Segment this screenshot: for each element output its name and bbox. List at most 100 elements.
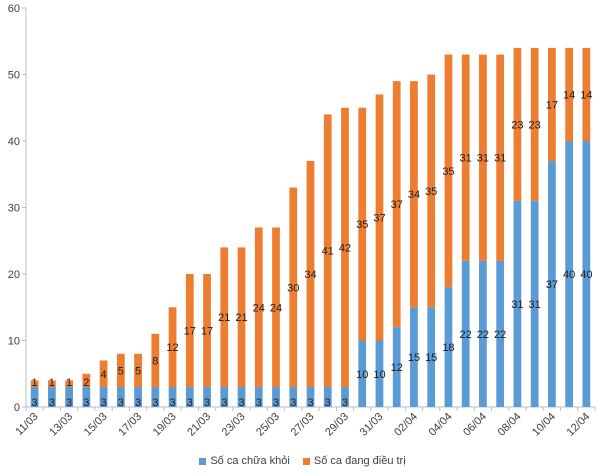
bar-treating (82, 373, 91, 388)
x-tick-label: 04/04 (427, 411, 455, 439)
bar-recovered (548, 160, 556, 407)
legend-item-recovered: Số ca chữa khỏi (199, 455, 290, 467)
data-label-treating: 17 (184, 326, 196, 338)
data-label-treating: 21 (235, 312, 247, 324)
data-label-recovered: 3 (273, 397, 279, 409)
x-tick-label: 12/04 (565, 411, 593, 439)
bar-recovered (289, 387, 298, 407)
bar-treating (479, 54, 487, 261)
data-label-recovered: 40 (563, 269, 575, 281)
data-label-recovered: 22 (460, 329, 472, 341)
bar-recovered (427, 307, 436, 407)
bar-recovered (582, 141, 591, 407)
bar-treating (513, 47, 522, 201)
bar-recovered (168, 387, 177, 407)
bar-treating (306, 160, 315, 388)
bar-recovered (479, 260, 487, 407)
data-label-recovered: 37 (546, 279, 558, 291)
x-tick-label: 19/03 (151, 411, 179, 439)
bar-treating (392, 81, 401, 328)
legend: Số ca chữa khỏi Số ca đang điều trị (0, 455, 605, 468)
data-label-recovered: 12 (391, 362, 403, 374)
bar-treating (375, 94, 384, 341)
x-tick-label: 25/03 (254, 411, 282, 439)
bar-treating (30, 380, 39, 388)
bar-recovered (461, 260, 470, 407)
bar-treating (444, 54, 453, 288)
bar-recovered (220, 387, 229, 407)
data-label-recovered: 3 (169, 397, 175, 409)
data-label-recovered: 3 (204, 397, 210, 409)
data-label-treating: 35 (356, 219, 368, 231)
x-tick-label: 02/04 (392, 411, 420, 439)
data-label-treating: 17 (546, 99, 558, 111)
data-label-recovered: 15 (425, 352, 437, 364)
x-tick-label: 06/04 (461, 411, 489, 439)
data-label-treating: 14 (563, 89, 575, 101)
bar-treating (237, 247, 246, 388)
x-tick-label: 17/03 (116, 411, 144, 439)
bar-recovered (185, 387, 194, 407)
bar-treating (151, 333, 160, 388)
bar-recovered (254, 387, 263, 407)
data-label-recovered: 3 (325, 397, 331, 409)
y-tick-label: 20 (8, 269, 20, 281)
data-label-treating: 1 (66, 377, 72, 389)
bar-recovered (358, 340, 367, 407)
bar-treating (47, 380, 56, 388)
bar-treating (427, 74, 436, 308)
data-label-recovered: 3 (49, 397, 55, 409)
bar-recovered (65, 387, 73, 407)
bar-recovered (565, 141, 574, 407)
data-label-treating: 24 (253, 302, 265, 314)
bar-recovered (375, 340, 384, 407)
y-axis: 0 10 20 30 40 50 60 (8, 3, 27, 414)
y-tick-label: 10 (8, 336, 20, 348)
bar-recovered (82, 387, 91, 407)
bar-recovered (272, 387, 280, 407)
data-label-recovered: 10 (356, 369, 368, 381)
bar-treating (272, 227, 280, 388)
bar-recovered (99, 387, 108, 407)
data-label-recovered: 22 (494, 329, 506, 341)
data-labels: 3131313234353538312317317321321324324330… (32, 89, 593, 409)
data-label-recovered: 3 (221, 397, 227, 409)
bar-recovered (392, 327, 401, 407)
bar-recovered (513, 200, 522, 407)
x-tick-label: 15/03 (82, 411, 110, 439)
bar-recovered (116, 387, 125, 407)
data-label-recovered: 31 (529, 299, 541, 311)
data-label-recovered: 31 (511, 299, 523, 311)
legend-swatch-treating (302, 457, 310, 465)
data-label-recovered: 3 (152, 397, 158, 409)
bar-treating (220, 247, 229, 388)
data-label-treating: 5 (118, 365, 124, 377)
bar-recovered (306, 387, 315, 407)
data-label-treating: 42 (339, 242, 351, 254)
bar-treating (565, 47, 574, 141)
data-label-treating: 8 (152, 355, 158, 367)
bar-recovered (30, 387, 39, 407)
data-label-treating: 1 (32, 377, 38, 389)
data-label-treating: 2 (83, 377, 89, 389)
data-label-treating: 41 (322, 246, 334, 258)
data-label-recovered: 3 (256, 397, 262, 409)
x-tick-label: 13/03 (47, 411, 75, 439)
bar-treating (185, 274, 194, 388)
y-tick-label: 50 (8, 70, 20, 82)
x-tick-label: 10/04 (530, 411, 558, 439)
bar-recovered (47, 387, 56, 407)
x-tick-label: 29/03 (323, 411, 351, 439)
data-label-treating: 21 (218, 312, 230, 324)
bar-treating (289, 187, 298, 388)
bar-recovered (203, 387, 211, 407)
data-label-recovered: 3 (187, 397, 193, 409)
bar-treating (134, 353, 142, 388)
y-tick-label: 40 (8, 136, 20, 148)
data-label-treating: 35 (442, 166, 454, 178)
y-tick-label: 60 (8, 3, 20, 15)
data-label-recovered: 3 (307, 397, 313, 409)
data-label-recovered: 3 (342, 397, 348, 409)
data-label-recovered: 3 (83, 397, 89, 409)
data-label-recovered: 3 (101, 397, 107, 409)
